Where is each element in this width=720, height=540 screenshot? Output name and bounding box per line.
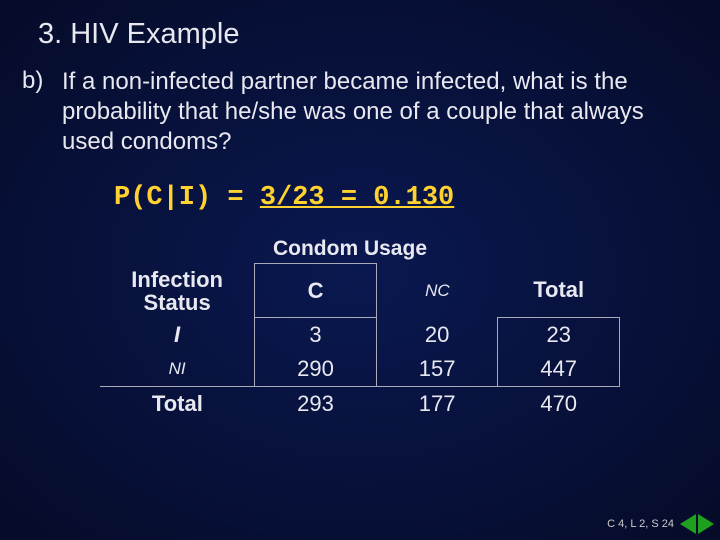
cell-i-total: 23	[498, 318, 620, 353]
cell-total-nc: 177	[376, 387, 498, 422]
cell-ni-c: 290	[255, 352, 377, 387]
next-slide-icon[interactable]	[698, 514, 714, 534]
row-label-ni: NI	[100, 352, 255, 387]
row-label-i: I	[100, 318, 255, 353]
slide-ref: C 4, L 2, S 24	[607, 518, 674, 530]
cell-ni-nc: 157	[376, 352, 498, 387]
question-block: b) If a non-infected partner became infe…	[0, 61, 720, 157]
row-header-title: Infection Status	[100, 264, 255, 318]
cell-i-c: 3	[255, 318, 377, 353]
contingency-table: Condom Usage Infection Status C NC Total…	[100, 237, 620, 421]
question-marker: b)	[22, 67, 62, 157]
cell-total-total: 470	[498, 387, 620, 422]
probability-formula: P(C|I) = 3/23 = 0.130	[0, 157, 720, 213]
formula-rhs: 3/23 = 0.130	[260, 183, 454, 213]
prev-slide-icon[interactable]	[680, 514, 696, 534]
col-header-nc: NC	[376, 264, 498, 318]
col-header-c: C	[255, 264, 377, 318]
cell-i-nc: 20	[376, 318, 498, 353]
slide-title: 3. HIV Example	[0, 0, 720, 61]
table-super-header: Condom Usage	[240, 237, 460, 263]
nav-controls: C 4, L 2, S 24	[607, 514, 714, 534]
question-text: If a non-infected partner became infecte…	[62, 67, 690, 157]
cell-ni-total: 447	[498, 352, 620, 387]
cell-total-c: 293	[255, 387, 377, 422]
formula-lhs: P(C|I) =	[114, 183, 260, 213]
row-label-total: Total	[100, 387, 255, 422]
col-header-total: Total	[498, 264, 620, 318]
